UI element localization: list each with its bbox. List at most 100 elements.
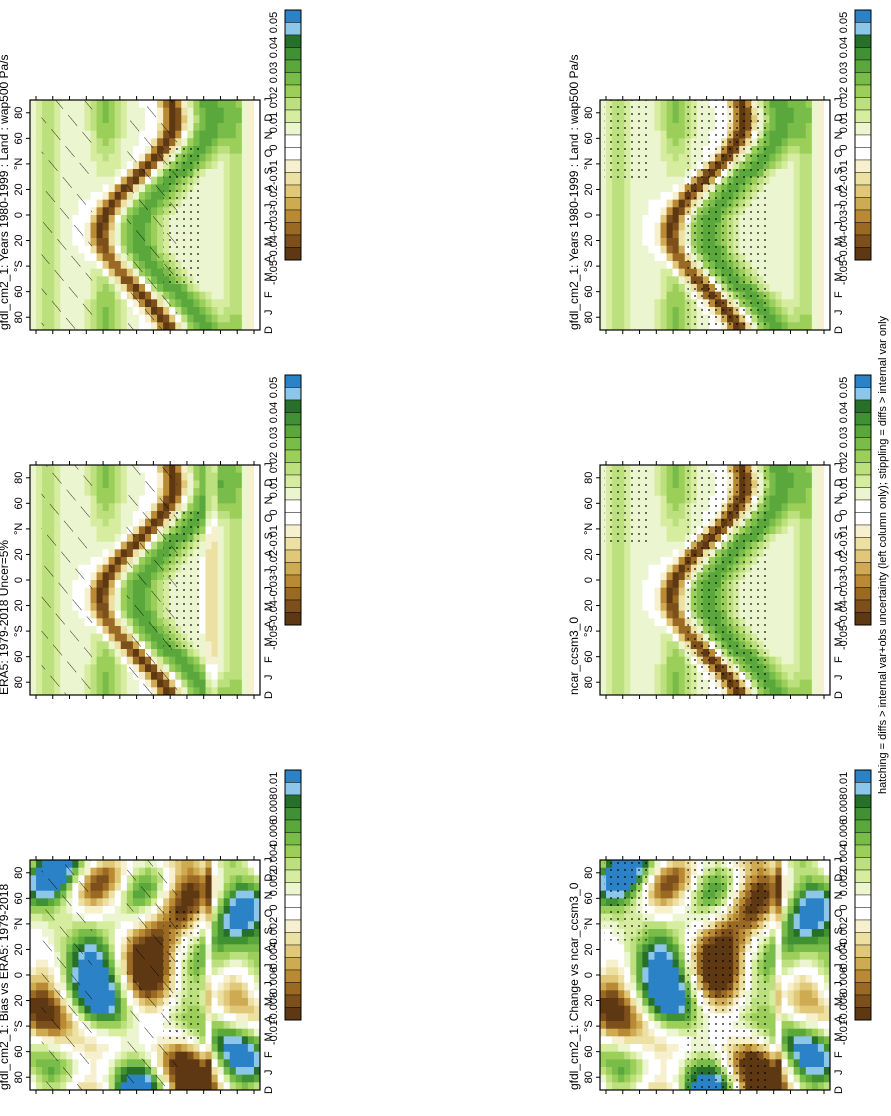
heatmap-cell: [115, 1013, 121, 1021]
heatmap-cell: [206, 123, 212, 131]
heatmap-cell: [206, 138, 212, 146]
heatmap-cell: [103, 215, 109, 223]
heatmap-cell: [115, 473, 121, 481]
heatmap-cell: [97, 680, 103, 688]
heatmap-cell: [103, 634, 109, 642]
heatmap-cell: [242, 269, 248, 277]
heatmap-cell: [199, 588, 205, 596]
heatmap-cell: [109, 123, 115, 131]
heatmap-cell: [794, 138, 800, 146]
colorbar-swatch: [285, 413, 301, 426]
heatmap-cell: [224, 146, 230, 154]
heatmap-cell: [97, 465, 103, 473]
heatmap-cell: [199, 215, 205, 223]
heatmap-cell: [199, 557, 205, 565]
heatmap-cell: [218, 200, 224, 208]
x-tick-label: 80: [13, 676, 25, 688]
colorbar-swatch: [855, 248, 871, 261]
heatmap-cell: [218, 480, 224, 488]
heatmap-cell: [806, 192, 812, 200]
heatmap-cell: [782, 230, 788, 238]
heatmap-cell: [199, 238, 205, 246]
heatmap-cell: [242, 998, 248, 1006]
heatmap-cell: [630, 184, 636, 192]
heatmap-cell: [199, 1044, 205, 1052]
heatmap-cell: [212, 115, 218, 123]
heatmap-cell: [248, 169, 254, 177]
heatmap-cell: [218, 534, 224, 542]
heatmap-cell: [230, 626, 236, 634]
heatmap-cell: [97, 138, 103, 146]
heatmap-cell: [109, 603, 115, 611]
heatmap-cell: [109, 542, 115, 550]
colorbar-swatch: [285, 148, 301, 161]
heatmap-cell: [103, 238, 109, 246]
heatmap-cell: [103, 937, 109, 945]
heatmap-cell: [103, 860, 109, 868]
heatmap-cell: [218, 883, 224, 891]
heatmap-cell: [218, 292, 224, 300]
heatmap-cell: [812, 322, 818, 330]
heatmap-cell: [187, 664, 193, 672]
colorbar-swatch: [285, 450, 301, 463]
heatmap-cell: [115, 1067, 121, 1075]
heatmap-cell: [115, 611, 121, 619]
x-tick-label: 60: [13, 892, 25, 904]
heatmap-cell: [248, 315, 254, 323]
heatmap-cell: [812, 200, 818, 208]
heatmap-cell: [612, 246, 618, 254]
heatmap-cell: [236, 123, 242, 131]
heatmap-cell: [230, 238, 236, 246]
heatmap-cell: [236, 526, 242, 534]
heatmap-cell: [206, 929, 212, 937]
heatmap-cell: [115, 603, 121, 611]
heatmap-cell: [115, 572, 121, 580]
heatmap-cell: [642, 299, 648, 307]
heatmap-cell: [230, 292, 236, 300]
heatmap-cell: [121, 1082, 127, 1090]
heatmap-cell: [679, 215, 685, 223]
heatmap-cell: [109, 534, 115, 542]
heatmap-cell: [782, 246, 788, 254]
heatmap-cell: [248, 883, 254, 891]
heatmap-cell: [97, 595, 103, 603]
x-tick-label: 0: [583, 212, 595, 218]
heatmap-cell: [30, 1059, 36, 1067]
heatmap-cell: [103, 611, 109, 619]
heatmap-cell: [236, 207, 242, 215]
heatmap-cell: [212, 184, 218, 192]
heatmap-cell: [115, 177, 121, 185]
heatmap-cell: [218, 687, 224, 695]
heatmap-cell: [818, 115, 824, 123]
heatmap-cell: [109, 253, 115, 261]
heatmap-cell: [109, 200, 115, 208]
heatmap-cell: [97, 496, 103, 504]
heatmap-cell: [115, 1082, 121, 1090]
colorbar-swatch: [285, 488, 301, 501]
heatmap-cell: [806, 299, 812, 307]
heatmap-cell: [624, 230, 630, 238]
heatmap-cell: [206, 1021, 212, 1029]
colorbar-swatch: [285, 388, 301, 401]
heatmap-cell: [782, 284, 788, 292]
heatmap-cell: [206, 534, 212, 542]
heatmap-cell: [109, 292, 115, 300]
heatmap-cell: [788, 100, 794, 108]
heatmap-cell: [236, 883, 242, 891]
heatmap-cell: [224, 975, 230, 983]
heatmap-cell: [218, 253, 224, 261]
colorbar-label: 0.01: [268, 112, 280, 133]
heatmap-cell: [121, 626, 127, 634]
heatmap-cell: [109, 657, 115, 665]
heatmap-cell: [806, 230, 812, 238]
heatmap-cell: [97, 146, 103, 154]
heatmap-cell: [115, 952, 121, 960]
heatmap-cell: [103, 534, 109, 542]
heatmap-cell: [236, 292, 242, 300]
heatmap-cell: [109, 967, 115, 975]
heatmap-cell: [230, 603, 236, 611]
heatmap-cell: [788, 253, 794, 261]
heatmap-cell: [103, 480, 109, 488]
heatmap-cell: [242, 284, 248, 292]
heatmap-cell: [109, 634, 115, 642]
